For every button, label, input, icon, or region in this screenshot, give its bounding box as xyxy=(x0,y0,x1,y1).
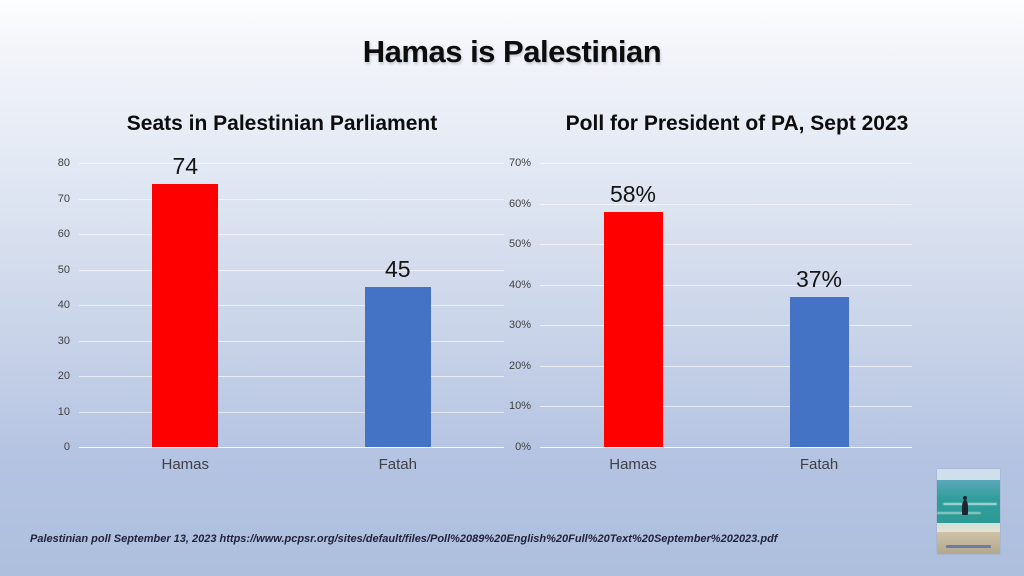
y-tick-label: 50 xyxy=(57,263,70,276)
photo-wave xyxy=(943,503,997,505)
photo-sand xyxy=(937,531,1000,554)
bar-hamas xyxy=(603,211,663,447)
bar-fatah xyxy=(364,287,431,447)
gridline xyxy=(540,163,912,164)
gridline xyxy=(79,305,504,306)
gridline xyxy=(540,244,912,246)
y-tick-label: 30 xyxy=(57,334,70,347)
y-tick-label: 60 xyxy=(57,228,70,240)
gridline xyxy=(540,325,912,327)
photo-surf xyxy=(937,522,1000,532)
bar-value-label: 74 xyxy=(172,153,199,180)
y-tick-label: 10% xyxy=(508,400,531,413)
y-tick-label: 80 xyxy=(57,157,70,169)
chart-title: Poll for President of PA, Sept 2023 xyxy=(565,112,909,135)
bar-hamas xyxy=(152,184,219,447)
y-tick-label: 0 xyxy=(63,441,70,453)
category-label-hamas: Hamas xyxy=(609,456,657,473)
gridline xyxy=(540,365,912,367)
gridline xyxy=(540,406,912,408)
x-axis-line xyxy=(540,447,912,448)
category-label-fatah: Fatah xyxy=(799,456,839,473)
gridline xyxy=(79,376,504,377)
chart-title: Seats in Palestinian Parliament xyxy=(126,112,438,135)
photo-sky xyxy=(937,469,1000,481)
y-tick-label: 20% xyxy=(508,359,531,372)
beach-photo xyxy=(937,469,1000,554)
category-label-fatah: Fatah xyxy=(378,456,417,473)
gridline xyxy=(79,163,504,164)
y-tick-label: 70 xyxy=(57,192,70,205)
gridline xyxy=(79,269,504,271)
x-axis-line xyxy=(79,447,504,448)
photo-wave xyxy=(937,511,982,514)
bar-fatah xyxy=(789,296,849,447)
photo-watermark xyxy=(946,545,991,549)
y-tick-label: 40 xyxy=(57,299,70,311)
gridline xyxy=(79,340,504,342)
y-tick-label: 30% xyxy=(508,319,531,332)
gridline xyxy=(79,198,504,200)
person-silhouette-icon xyxy=(962,495,969,515)
y-tick-label: 50% xyxy=(508,238,531,251)
bar-value-label: 45 xyxy=(384,256,411,283)
category-label-hamas: Hamas xyxy=(161,456,210,473)
y-tick-label: 60% xyxy=(508,197,531,210)
gridline xyxy=(540,284,912,286)
gridline xyxy=(79,411,504,413)
y-tick-label: 70% xyxy=(508,157,531,169)
y-tick-label: 10 xyxy=(57,405,70,418)
gridline xyxy=(79,234,504,235)
slide-title: Hamas is Palestinian xyxy=(362,34,662,69)
photo-sea xyxy=(937,480,1000,523)
gridline xyxy=(540,203,912,205)
source-citation: Palestinian poll September 13, 2023 http… xyxy=(30,533,778,545)
bar-value-label: 37% xyxy=(795,265,843,292)
y-tick-label: 20 xyxy=(57,370,70,382)
y-tick-label: 40% xyxy=(508,278,531,291)
bar-value-label: 58% xyxy=(609,180,657,207)
y-tick-label: 0% xyxy=(515,441,531,453)
